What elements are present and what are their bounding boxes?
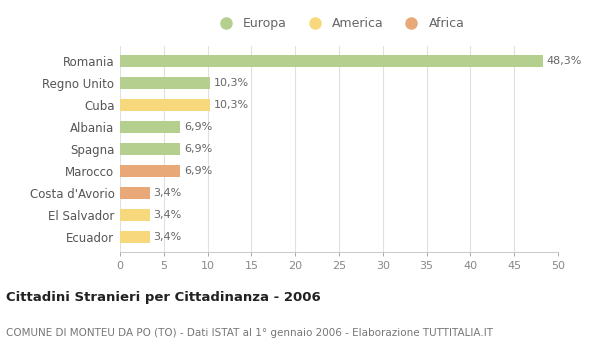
Text: 6,9%: 6,9% xyxy=(184,144,212,154)
Text: 10,3%: 10,3% xyxy=(214,100,249,110)
Text: COMUNE DI MONTEU DA PO (TO) - Dati ISTAT al 1° gennaio 2006 - Elaborazione TUTTI: COMUNE DI MONTEU DA PO (TO) - Dati ISTAT… xyxy=(6,328,493,338)
Bar xyxy=(120,99,210,111)
Bar xyxy=(120,209,150,220)
Bar xyxy=(120,231,150,243)
Text: 3,4%: 3,4% xyxy=(153,188,182,198)
Bar xyxy=(120,77,210,89)
Bar xyxy=(120,164,181,177)
Legend: Europa, America, Africa: Europa, America, Africa xyxy=(208,13,470,35)
Bar xyxy=(120,55,543,67)
Bar xyxy=(120,121,181,133)
Text: 10,3%: 10,3% xyxy=(214,78,249,88)
Text: 6,9%: 6,9% xyxy=(184,122,212,132)
Text: 3,4%: 3,4% xyxy=(153,232,182,242)
Bar xyxy=(120,143,181,155)
Text: Cittadini Stranieri per Cittadinanza - 2006: Cittadini Stranieri per Cittadinanza - 2… xyxy=(6,291,321,304)
Text: 3,4%: 3,4% xyxy=(153,210,182,219)
Text: 48,3%: 48,3% xyxy=(547,56,582,66)
Text: 6,9%: 6,9% xyxy=(184,166,212,176)
Bar xyxy=(120,187,150,199)
